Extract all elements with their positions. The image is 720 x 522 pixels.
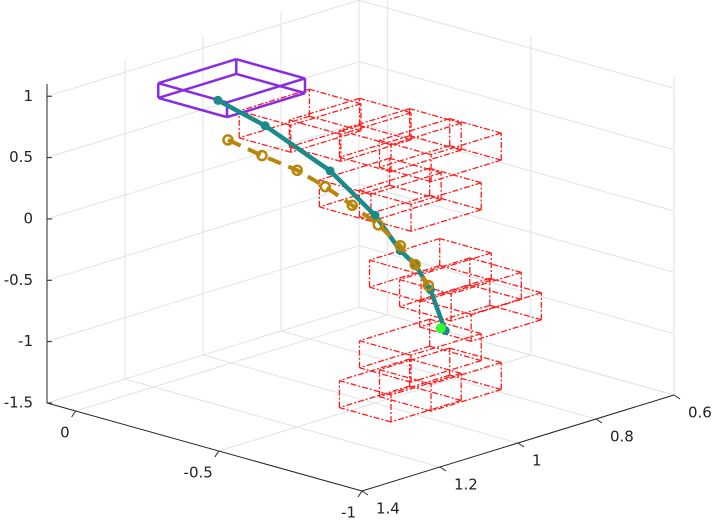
- trajectory-point: [222, 134, 234, 146]
- trajectory-point: [394, 239, 407, 252]
- start-box: [157, 58, 307, 119]
- trajectory-point: [213, 95, 223, 105]
- grid-line: [46, 122, 675, 220]
- x-axis: [46, 402, 363, 492]
- goal-point: [435, 323, 446, 334]
- trajectory-point: [291, 164, 303, 177]
- grid-line: [202, 36, 519, 444]
- grid-line: [124, 60, 441, 468]
- grid-line: [46, 306, 675, 404]
- z-tick-label: 1: [23, 87, 33, 105]
- y-tick-label: 0.6: [688, 404, 712, 422]
- y-tick: [361, 490, 369, 496]
- trajectory-point: [346, 199, 358, 212]
- z-tick-label: -0.5: [4, 271, 33, 289]
- y-tick-label: 1.4: [376, 500, 400, 518]
- trajectory-point: [325, 166, 335, 176]
- y-tick-label: 1: [532, 452, 542, 470]
- y-tick-label: 1.2: [454, 476, 478, 494]
- z-tick-label: -1: [18, 332, 33, 350]
- trajectory-point: [260, 121, 270, 131]
- z-tick-label: -1.5: [4, 394, 33, 412]
- z-tick-label: 0.5: [9, 148, 33, 166]
- y-tick: [517, 442, 525, 448]
- grid-line: [280, 12, 597, 420]
- obstacle-box: [338, 108, 462, 173]
- trajectory-point: [370, 210, 380, 220]
- y-tick: [673, 394, 681, 400]
- z-tick-label: 0: [23, 209, 33, 227]
- y-tick: [439, 466, 447, 472]
- x-tick: [214, 450, 220, 458]
- x-tick-label: 0: [60, 424, 70, 442]
- obstacle-box: [358, 167, 482, 232]
- obstacle-box: [288, 97, 412, 163]
- x-tick: [357, 490, 363, 498]
- y-tick: [595, 418, 603, 424]
- grid-line: [46, 245, 675, 343]
- trajectory-line: [227, 138, 431, 287]
- obstacle-box: [368, 237, 492, 303]
- grid-line: [358, 0, 675, 396]
- x-tick-label: -0.5: [184, 464, 213, 482]
- trajectory-point: [422, 279, 435, 292]
- trajectory-point: [372, 219, 385, 231]
- x-tick: [71, 410, 77, 418]
- grid-line: [218, 36, 532, 452]
- grid-line: [46, 0, 675, 97]
- x-tick-label: -1: [341, 504, 356, 522]
- trajectory-point: [319, 180, 332, 193]
- obstacle-box: [378, 347, 502, 412]
- trajectory-point: [409, 258, 421, 271]
- y-tick-label: 0.8: [610, 428, 634, 446]
- obstacle-box: [338, 358, 462, 423]
- obstacle-box: [358, 318, 482, 383]
- obstacle-box: [238, 88, 362, 153]
- trajectory-point: [256, 149, 268, 162]
